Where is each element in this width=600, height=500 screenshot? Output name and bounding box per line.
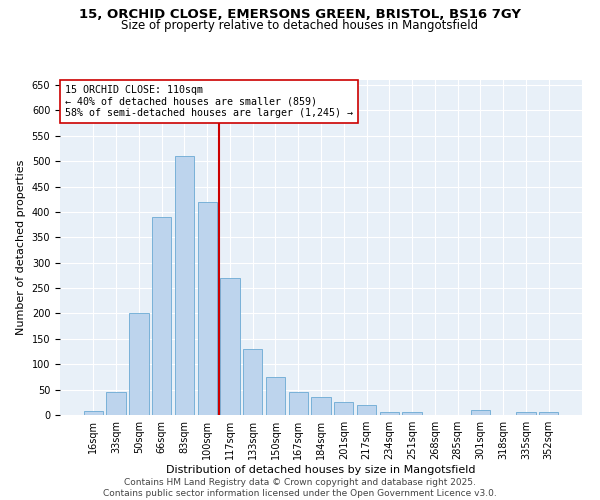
Bar [266, 377, 285, 415]
Bar [175, 156, 194, 415]
Bar [129, 314, 149, 415]
Bar [106, 392, 126, 415]
Text: Size of property relative to detached houses in Mangotsfield: Size of property relative to detached ho… [121, 18, 479, 32]
Bar [380, 412, 399, 415]
Text: Contains HM Land Registry data © Crown copyright and database right 2025.
Contai: Contains HM Land Registry data © Crown c… [103, 478, 497, 498]
Bar [357, 405, 376, 415]
Bar [197, 202, 217, 415]
Bar [220, 278, 239, 415]
Text: 15 ORCHID CLOSE: 110sqm
← 40% of detached houses are smaller (859)
58% of semi-d: 15 ORCHID CLOSE: 110sqm ← 40% of detache… [65, 85, 353, 118]
Text: 15, ORCHID CLOSE, EMERSONS GREEN, BRISTOL, BS16 7GY: 15, ORCHID CLOSE, EMERSONS GREEN, BRISTO… [79, 8, 521, 20]
Bar [289, 392, 308, 415]
Bar [84, 411, 103, 415]
Y-axis label: Number of detached properties: Number of detached properties [16, 160, 26, 335]
Bar [470, 410, 490, 415]
Bar [403, 412, 422, 415]
Bar [539, 412, 558, 415]
Bar [334, 402, 353, 415]
Bar [516, 412, 536, 415]
Bar [311, 397, 331, 415]
X-axis label: Distribution of detached houses by size in Mangotsfield: Distribution of detached houses by size … [166, 465, 476, 475]
Bar [243, 349, 262, 415]
Bar [152, 217, 172, 415]
